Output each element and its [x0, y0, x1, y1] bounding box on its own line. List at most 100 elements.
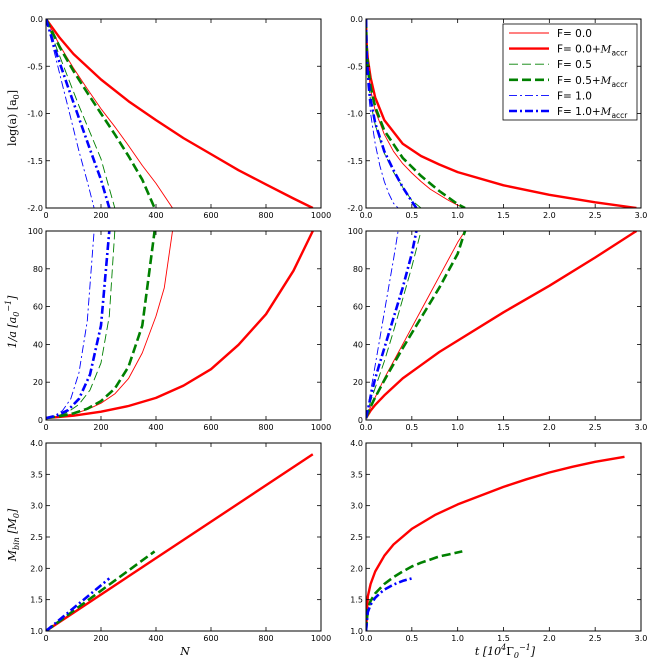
y-tick-label: -2.0 — [347, 204, 363, 213]
y-tick-label: 0.0 — [30, 15, 43, 24]
x-tick-label: 3.0 — [635, 634, 648, 643]
y-tick-label: 3.0 — [350, 502, 363, 511]
y-tick-label: 100 — [28, 227, 43, 236]
y-label-middle: 1/a [a0−1] — [4, 295, 21, 349]
panel-top-right: 0.0 0.5 1.0 1.5 2.0 2.5 3.0 -2.0 -1.5 -1.0 -0.5 0.0 — [347, 15, 647, 220]
y-tick-label: 2.0 — [30, 564, 43, 573]
legend-label-6: F= 1.0+Maccr — [557, 106, 628, 120]
y-tick-label: 3.5 — [350, 470, 363, 479]
series-line-2 — [46, 19, 314, 208]
x-label-right: t [104Γ0−1] — [475, 643, 536, 660]
legend-label-1: F= 0.0 — [557, 28, 592, 40]
series-line-3 — [46, 231, 116, 419]
panel-middle-right: 0.0 0.5 1.0 1.5 2.0 2.5 3.0 0 20 40 60 80 100 — [348, 227, 648, 432]
y-label-bottom: Mbin [M0] — [6, 508, 21, 562]
x-tick-label: 1000 — [311, 211, 331, 220]
x-tick-label: 0 — [43, 423, 48, 432]
x-tick-label: 200 — [93, 634, 108, 643]
x-tick-label: 2.5 — [589, 634, 602, 643]
series-line-5 — [366, 19, 399, 208]
x-tick-label: 1.0 — [451, 423, 464, 432]
series-line-5 — [366, 231, 399, 419]
axis-labels: log(a) [a0] 1/a [a0−1] Mbin [M0] N t [10… — [4, 90, 536, 660]
series-line-1 — [46, 19, 173, 208]
y-label-top: log(a) [a0] — [6, 90, 21, 146]
x-label-left: N — [179, 645, 190, 658]
series-line-2 — [366, 231, 638, 419]
y-tick-label: 40 — [353, 340, 363, 349]
legend-box — [502, 23, 638, 121]
y-tick-label: 3.0 — [30, 502, 43, 511]
x-tick-label: 1.5 — [497, 634, 510, 643]
panel-top-left: 0 200 400 600 800 1000 -2.0 -1.5 -1.0 -0.5 0.0 — [27, 15, 331, 220]
series-line-5 — [46, 231, 95, 419]
x-tick-label: 2.0 — [543, 634, 556, 643]
y-tick-label: 2.0 — [350, 564, 363, 573]
y-tick-label: 0.0 — [350, 15, 363, 24]
x-tick-label: 3.0 — [635, 211, 648, 220]
y-tick-label: -1.0 — [347, 110, 363, 119]
y-tick-label: 1.5 — [30, 596, 43, 605]
y-tick-label: 100 — [348, 227, 363, 236]
series-line-4 — [46, 19, 156, 208]
plot-frame — [45, 230, 322, 421]
x-tick-label: 1.0 — [451, 634, 464, 643]
panel-bottom-left: 0 200 400 600 800 1000 1.0 1.5 2.0 2.5 3.0 3.5 4.0 — [30, 439, 331, 643]
legend-label-3: F= 0.5 — [557, 59, 592, 71]
series-line-4 — [366, 19, 466, 208]
y-tick-label: 2.5 — [30, 533, 43, 542]
x-tick-label: 200 — [93, 423, 108, 432]
x-tick-label: 2.5 — [589, 423, 602, 432]
y-tick-label: 40 — [33, 340, 43, 349]
series-line-6 — [366, 19, 418, 208]
x-tick-label: 1000 — [311, 423, 331, 432]
x-tick-label: 0 — [43, 211, 48, 220]
series-line-1 — [46, 453, 314, 631]
series-line-6 — [366, 231, 418, 419]
series-line-1 — [366, 231, 466, 419]
series-line-5 — [46, 19, 95, 208]
y-tick-label: -1.5 — [347, 157, 363, 166]
x-tick-label: 0.0 — [360, 634, 373, 643]
y-tick-label: 20 — [353, 378, 363, 387]
y-tick-label: -0.5 — [347, 62, 363, 71]
panel-bottom-right: 0.0 0.5 1.0 1.5 2.0 2.5 3.0 1.0 1.5 2.0 2.5 3.0 3.5 4… — [350, 439, 647, 643]
x-tick-label: 3.0 — [635, 423, 648, 432]
y-tick-label: 1.0 — [350, 627, 363, 636]
y-tick-label: 20 — [33, 378, 43, 387]
y-tick-label: 2.5 — [350, 533, 363, 542]
y-tick-label: 60 — [353, 303, 363, 312]
x-tick-label: 0.0 — [360, 211, 373, 220]
series-line-6 — [46, 231, 111, 420]
x-tick-label: 1000 — [311, 634, 331, 643]
series-line-4 — [46, 231, 156, 420]
y-tick-label: -2.0 — [27, 204, 43, 213]
y-tick-label: -0.5 — [27, 62, 43, 71]
y-tick-label: 60 — [33, 303, 43, 312]
y-tick-label: 1.5 — [350, 596, 363, 605]
x-tick-label: 400 — [148, 211, 163, 220]
series-line-2 — [366, 550, 463, 631]
x-tick-label: 600 — [203, 211, 218, 220]
x-tick-label: 400 — [148, 634, 163, 643]
legend-label-2: F= 0.0+Maccr — [557, 44, 628, 58]
y-tick-label: 0 — [358, 416, 363, 425]
y-tick-label: 1.0 — [30, 627, 43, 636]
series-line-6 — [46, 19, 111, 208]
series-line-2 — [46, 550, 156, 631]
x-tick-label: 800 — [258, 423, 273, 432]
x-tick-label: 600 — [203, 423, 218, 432]
x-tick-label: 800 — [258, 211, 273, 220]
y-tick-label: -1.5 — [27, 157, 43, 166]
series-line-2 — [46, 231, 314, 420]
x-tick-label: 1.5 — [497, 423, 510, 432]
series-line-4 — [366, 231, 467, 419]
y-tick-label: 80 — [353, 265, 363, 274]
y-tick-label: 4.0 — [350, 439, 363, 448]
x-tick-label: 2.5 — [589, 211, 602, 220]
legend-label-5: F= 1.0 — [557, 90, 592, 102]
series-line-1 — [366, 455, 625, 631]
x-tick-label: 400 — [148, 423, 163, 432]
x-tick-label: 0.0 — [360, 423, 373, 432]
